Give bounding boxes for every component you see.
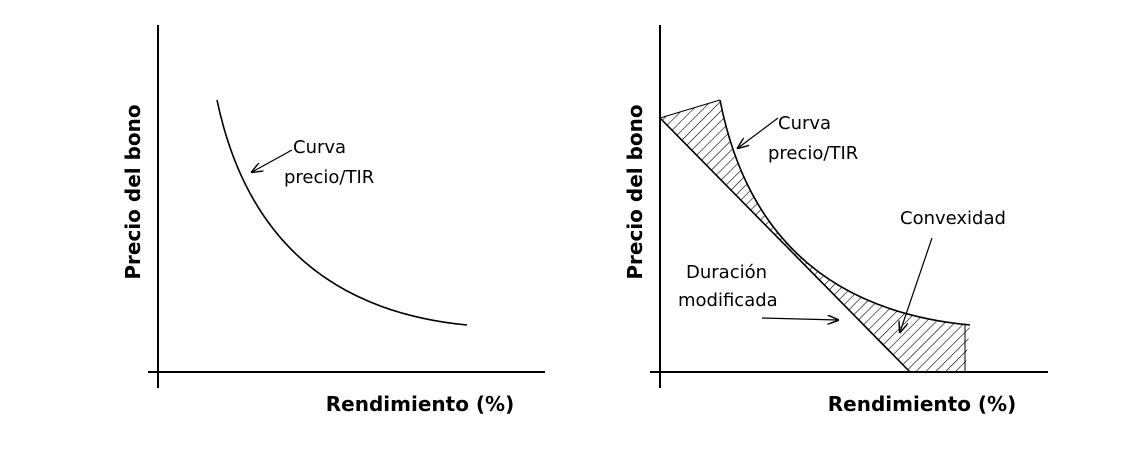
duration-label: modificada — [678, 290, 778, 311]
price-yield-curve — [719, 99, 971, 326]
curve-label: Curva — [293, 137, 346, 158]
convexity-label: Convexidad — [900, 208, 1006, 229]
duration-label: Duración — [686, 262, 767, 283]
curve-label: precio/TIR — [284, 167, 374, 188]
y-axis-label: Precio del bono — [623, 104, 647, 279]
edge — [659, 99, 721, 119]
right-panel: Precio del bono Rendimiento (%) Curva pr… — [623, 25, 1048, 416]
convexity-area — [660, 100, 970, 372]
arrow — [900, 237, 933, 332]
price-yield-curve — [216, 99, 468, 326]
arrow — [761, 318, 838, 320]
y-axis-label: Precio del bono — [121, 104, 145, 279]
arrow — [738, 117, 779, 148]
duration-line — [659, 117, 911, 373]
arrow — [252, 149, 293, 172]
x-axis-label: Rendimiento (%) — [828, 392, 1016, 416]
curve-label: precio/TIR — [768, 143, 858, 164]
left-panel: Precio del bono Rendimiento (%) Curva pr… — [121, 25, 545, 416]
curve-label: Curva — [778, 113, 831, 134]
x-axis-label: Rendimiento (%) — [326, 392, 514, 416]
